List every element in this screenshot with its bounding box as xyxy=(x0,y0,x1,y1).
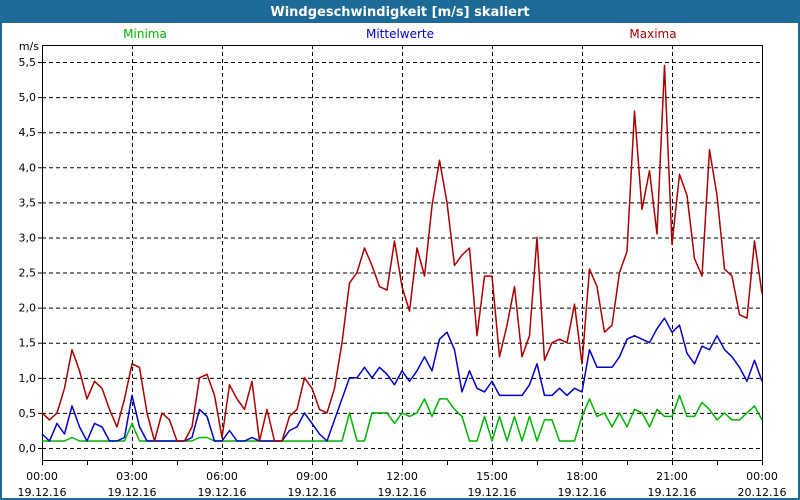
svg-text:06:00: 06:00 xyxy=(206,470,238,483)
svg-text:09:00: 09:00 xyxy=(296,470,328,483)
legend-item-maxima: Maxima xyxy=(629,27,677,41)
page-title: Windgeschwindigkeit [m/s] skaliert xyxy=(270,5,530,20)
svg-text:19.12.16: 19.12.16 xyxy=(468,486,517,499)
svg-text:5,0: 5,0 xyxy=(19,91,37,104)
svg-text:5,5: 5,5 xyxy=(19,56,37,69)
svg-text:19.12.16: 19.12.16 xyxy=(648,486,697,499)
svg-text:0,0: 0,0 xyxy=(19,442,37,455)
legend-item-mittelwerte: Mittelwerte xyxy=(365,27,435,41)
svg-text:19.12.16: 19.12.16 xyxy=(18,486,67,499)
svg-text:18:00: 18:00 xyxy=(566,470,598,483)
svg-text:4,0: 4,0 xyxy=(19,161,37,174)
x-axis-labels: 00:00 19.12.16 03:00 19.12.16 06:00 19.12.16 0… xyxy=(18,470,787,499)
svg-text:2,5: 2,5 xyxy=(19,267,37,280)
svg-text:20.12.16: 20.12.16 xyxy=(738,486,787,499)
svg-text:00:00: 00:00 xyxy=(26,470,58,483)
svg-text:12:00: 12:00 xyxy=(386,470,418,483)
title-bar: Windgeschwindigkeit [m/s] skaliert xyxy=(2,2,798,23)
svg-text:21:00: 21:00 xyxy=(656,470,688,483)
series-line-mittelwerte xyxy=(41,317,763,442)
svg-text:19.12.16: 19.12.16 xyxy=(108,486,157,499)
y-axis-labels: 0,0 0,5 1,0 1,5 2,0 2,5 3,0 3,5 4,0 4,5 5,0 5,5 m/s xyxy=(19,40,40,455)
svg-text:15:00: 15:00 xyxy=(476,470,508,483)
y-axis-ticks xyxy=(38,62,42,449)
series-line-maxima xyxy=(41,64,763,442)
svg-text:19.12.16: 19.12.16 xyxy=(558,486,607,499)
svg-text:1,0: 1,0 xyxy=(19,372,37,385)
svg-text:03:00: 03:00 xyxy=(116,470,148,483)
svg-text:19.12.16: 19.12.16 xyxy=(198,486,247,499)
y-axis-unit: m/s xyxy=(19,40,39,53)
svg-text:00:00: 00:00 xyxy=(746,470,778,483)
x-axis-ticks xyxy=(42,460,763,465)
svg-text:3,5: 3,5 xyxy=(19,196,37,209)
svg-text:1,5: 1,5 xyxy=(19,337,37,350)
gridlines-vertical xyxy=(132,45,673,460)
svg-text:0,5: 0,5 xyxy=(19,407,37,420)
svg-text:3,0: 3,0 xyxy=(19,231,37,244)
legend-item-minima: Minima xyxy=(123,27,167,41)
svg-text:2,0: 2,0 xyxy=(19,302,37,315)
svg-text:4,5: 4,5 xyxy=(19,126,37,139)
svg-text:19.12.16: 19.12.16 xyxy=(288,486,337,499)
svg-text:19.12.16: 19.12.16 xyxy=(378,486,427,499)
